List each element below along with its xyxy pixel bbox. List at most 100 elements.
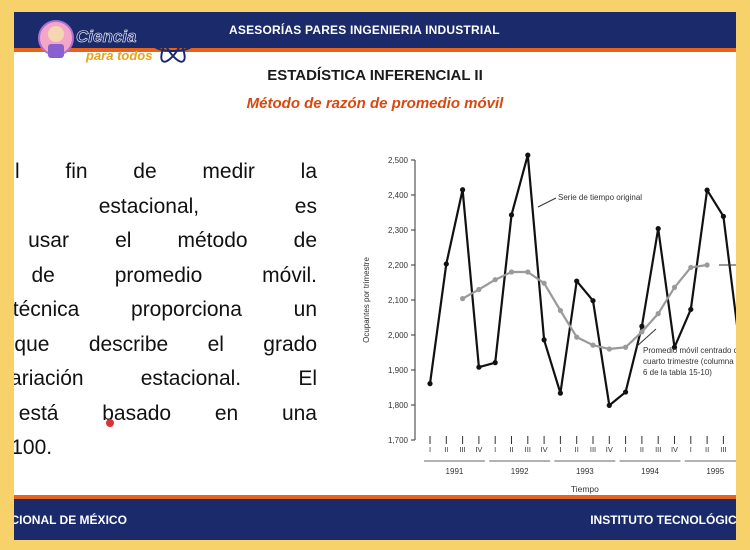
x-tick-label: III (459, 445, 465, 454)
body-line: media de 100. (14, 436, 53, 459)
y-tick-label: 2,300 (388, 226, 409, 235)
original-series-point (623, 389, 629, 395)
original-series-point (476, 364, 482, 370)
header-bar: ASESORÍAS PARES INGENIERIA INDUSTRIAL (14, 12, 736, 48)
original-series-point (427, 381, 433, 387)
moving-average-series-point (508, 269, 515, 275)
x-tick-label: II (509, 445, 513, 454)
y-tick-label: 2,400 (388, 191, 409, 200)
original-series-point (443, 261, 449, 267)
moving-average-series-point (590, 342, 596, 348)
y-tick-label: 2,100 (388, 296, 409, 305)
moving-average-series-point (525, 269, 531, 275)
moving-average-series-point (655, 311, 661, 317)
original-series-point (574, 278, 580, 284)
x-tick-label: IV (475, 445, 482, 454)
year-label: 1992 (511, 467, 529, 476)
moving-average-series-point (476, 286, 482, 293)
year-label: 1993 (576, 467, 594, 476)
laser-pointer-dot (106, 419, 114, 427)
year-label: 1994 (641, 467, 659, 476)
footer-left-text: INSTITUTO TECNOLÓGICO NACIONAL DE MÉXICO (14, 513, 127, 527)
x-tick-label: II (705, 445, 709, 454)
original-series-point (720, 213, 726, 219)
original-series-point (606, 402, 612, 408)
time-series-chart: 1,700 1,800 1,900 2,000 2,100 2,200 2,300 2,400… (362, 152, 736, 494)
original-series-point (508, 212, 515, 218)
x-tick-label: I (559, 445, 561, 454)
original-series-point (525, 152, 531, 158)
x-tick-label: I (494, 445, 496, 454)
original-series-point (541, 337, 547, 343)
moving-average-series-point (688, 264, 694, 271)
header-accent-line (14, 48, 736, 52)
footer-accent-line (14, 495, 736, 499)
footer-right-text: INSTITUTO TECNOLÓGICO (590, 513, 736, 527)
y-tick-label: 1,800 (388, 401, 409, 410)
original-series-point (655, 226, 661, 232)
year-label: 1991 (446, 467, 464, 476)
moving-average-series-point (639, 329, 645, 335)
moving-average-series-point (541, 280, 547, 286)
x-tick-label: II (640, 445, 644, 454)
slide-subtitle: Método de razón de promedio móvil (246, 95, 504, 112)
original-series-point (688, 306, 694, 313)
y-tick-label: 1,900 (388, 366, 409, 375)
y-tick-label: 2,000 (388, 331, 409, 340)
body-paragraph: Con el fin de medir la variación estacio… (14, 155, 317, 466)
body-line: Esta técnica proporciona un (14, 298, 317, 321)
original-series-point (557, 390, 563, 396)
moving-average-series-point (460, 296, 466, 302)
x-tick-label: IV (606, 445, 613, 454)
x-tick-label: II (444, 445, 448, 454)
svg-text:Ciencia: Ciencia (76, 27, 136, 46)
x-tick-label: IV (541, 445, 548, 454)
original-series-point (460, 187, 466, 193)
slide-frame: ASESORÍAS PARES INGENIERIA INDUSTRIAL Ci… (14, 12, 736, 540)
x-tick-label: I (625, 445, 627, 454)
y-tick-label: 1,700 (388, 436, 409, 445)
moving-average-series-point (704, 262, 710, 268)
moving-average-series-point (574, 334, 580, 340)
y-axis-title: Ocupantes por trimestre (362, 257, 371, 343)
original-series-point (639, 323, 645, 329)
annotation-moving-average-line: 6 de la tabla 15-10) (643, 368, 712, 377)
body-line: común usar el método de (14, 229, 317, 252)
body-line: índice que describe el grado (14, 332, 317, 356)
body-line: de variación estacional. El (14, 367, 317, 390)
y-tick-label: 2,500 (388, 156, 409, 165)
ciencia-logo: Ciencia para todos (38, 20, 194, 63)
x-tick-label: III (525, 445, 531, 454)
body-line: variación estacional, es (14, 194, 317, 218)
x-tick-label: I (690, 445, 692, 454)
y-tick-label: 2,200 (388, 261, 409, 270)
annotation-leader-moving-average-lower (635, 328, 657, 348)
moving-average-series-point (606, 346, 612, 352)
x-tick-label: II (575, 445, 579, 454)
x-tick-label: III (590, 445, 596, 454)
body-line: índice está basado en una (14, 401, 317, 425)
moving-average-series-line (462, 263, 708, 351)
original-series-point (492, 360, 498, 366)
x-tick-label: IV (671, 445, 678, 454)
annotation-original-series: Serie de tiempo original (558, 193, 642, 202)
svg-text:para todos: para todos (85, 48, 152, 63)
slide-title: ESTADÍSTICA INFERENCIAL II (267, 67, 483, 84)
annotation-moving-average-line: cuarto trimestre (columna (643, 357, 734, 366)
x-tick-label: III (655, 445, 661, 454)
original-series-point (671, 344, 678, 350)
x-tick-label: III (720, 445, 726, 454)
x-tick-label: I (429, 445, 431, 454)
original-series-point (704, 187, 710, 193)
original-series-point (590, 298, 596, 304)
annotation-leader-original (537, 197, 557, 208)
body-line: Con el fin de medir la (14, 160, 317, 183)
body-line: razón de promedio móvil. (14, 263, 317, 287)
annotation-moving-average-line: Promedio móvil centrado de (643, 346, 736, 355)
original-series-line (428, 154, 736, 407)
moving-average-series-point (492, 277, 498, 283)
moving-average-series-point (671, 284, 678, 290)
x-axis-title: Tiempo (571, 484, 599, 494)
footer-bar: INSTITUTO TECNOLÓGICO NACIONAL DE MÉXICO… (14, 499, 736, 540)
year-label: 1995 (706, 467, 724, 476)
